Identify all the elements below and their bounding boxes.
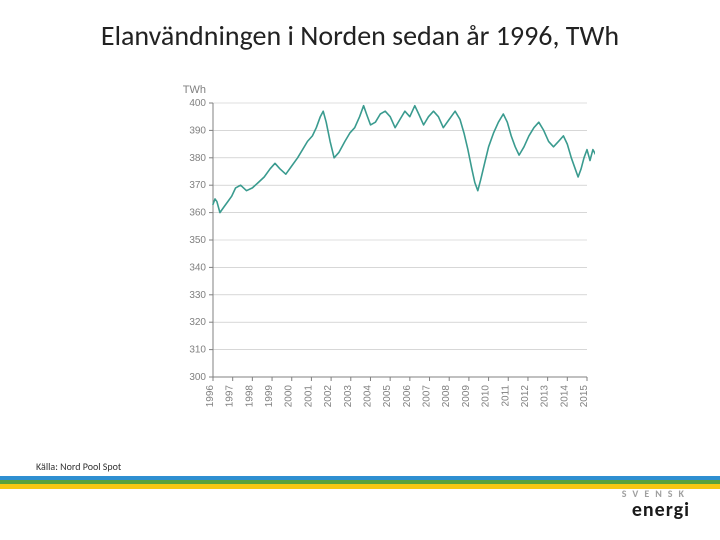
svg-text:1998: 1998 (244, 385, 255, 408)
svg-text:2000: 2000 (284, 385, 295, 408)
svg-text:2008: 2008 (441, 385, 452, 408)
svg-text:2006: 2006 (402, 385, 413, 408)
svg-text:400: 400 (189, 98, 206, 109)
page-title: Elanvändningen i Norden sedan år 1996, T… (0, 18, 720, 53)
svg-text:390: 390 (189, 125, 206, 136)
svg-text:350: 350 (189, 235, 206, 246)
svg-text:2009: 2009 (461, 385, 472, 408)
stripe (0, 484, 720, 489)
svg-text:300: 300 (189, 372, 206, 383)
svg-text:2010: 2010 (481, 385, 492, 408)
svg-text:330: 330 (189, 290, 206, 301)
svg-text:2003: 2003 (343, 385, 354, 408)
svg-text:2001: 2001 (303, 385, 314, 408)
logo-bottom-text: energi (622, 498, 690, 522)
line-chart: 300 310 320 330 340 350 360 370 380 390 400 TWh 1996… (165, 75, 595, 435)
svg-text:1996: 1996 (205, 385, 216, 408)
svg-text:1997: 1997 (225, 385, 236, 408)
svg-text:2011: 2011 (500, 385, 511, 407)
source-label: Källa: Nord Pool Spot (36, 460, 121, 473)
svg-text:2004: 2004 (362, 385, 373, 408)
svg-text:2002: 2002 (323, 385, 334, 408)
svg-text:320: 320 (189, 317, 206, 328)
slide: Elanvändningen i Norden sedan år 1996, T… (0, 0, 720, 540)
logo: SVENSK energi (622, 487, 690, 522)
svg-text:2005: 2005 (382, 385, 393, 408)
svg-text:2015: 2015 (579, 385, 590, 408)
svg-text:360: 360 (189, 208, 206, 219)
svg-text:2007: 2007 (422, 385, 433, 408)
svg-text:1999: 1999 (264, 385, 275, 408)
svg-text:TWh: TWh (183, 84, 206, 96)
svg-text:380: 380 (189, 153, 206, 164)
svg-text:2013: 2013 (540, 385, 551, 408)
svg-text:340: 340 (189, 262, 206, 273)
svg-text:310: 310 (189, 345, 206, 356)
svg-text:370: 370 (189, 180, 206, 191)
svg-text:2014: 2014 (559, 385, 570, 408)
chart-container: 300 310 320 330 340 350 360 370 380 390 400 TWh 1996… (165, 75, 595, 435)
svg-text:2012: 2012 (520, 385, 531, 408)
